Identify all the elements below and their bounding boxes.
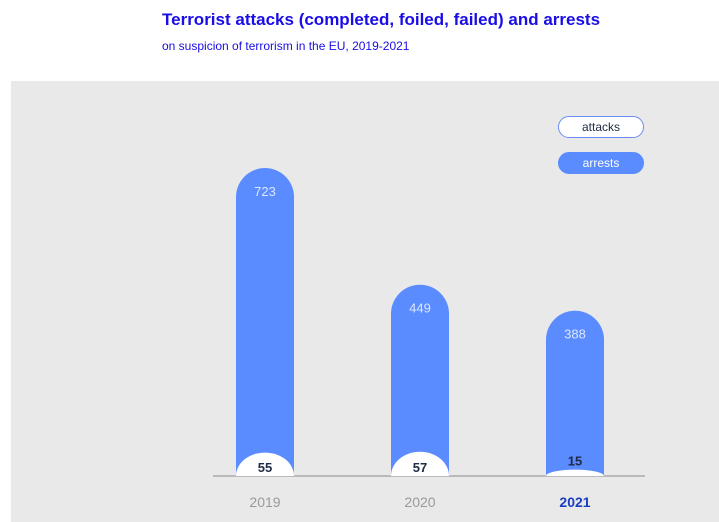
attacks-bar-2021	[546, 469, 604, 476]
arrests-bar-2021	[546, 310, 604, 476]
attacks-label-2019: 55	[258, 460, 272, 475]
chart-subtitle: on suspicion of terrorism in the EU, 201…	[162, 39, 410, 53]
legend-attacks: attacks	[558, 116, 644, 138]
x-tick-label-2021: 2021	[559, 494, 590, 510]
attacks-bar-2019	[236, 452, 294, 476]
arrests-label-2021: 388	[564, 327, 586, 342]
attacks-label-2020: 57	[413, 460, 427, 475]
arrests-bar-2020	[391, 284, 449, 476]
attacks-bar-2020	[391, 451, 449, 476]
arrests-bar-2019	[236, 168, 294, 476]
chart-title: Terrorist attacks (completed, foiled, fa…	[162, 10, 601, 29]
x-tick-label-2020: 2020	[404, 494, 435, 510]
arrests-label-2019: 723	[254, 184, 276, 199]
x-tick-label-2019: 2019	[249, 494, 280, 510]
legend-arrests: arrests	[558, 152, 644, 174]
attacks-label-2021: 15	[568, 454, 582, 469]
arrests-label-2020: 449	[409, 301, 431, 316]
